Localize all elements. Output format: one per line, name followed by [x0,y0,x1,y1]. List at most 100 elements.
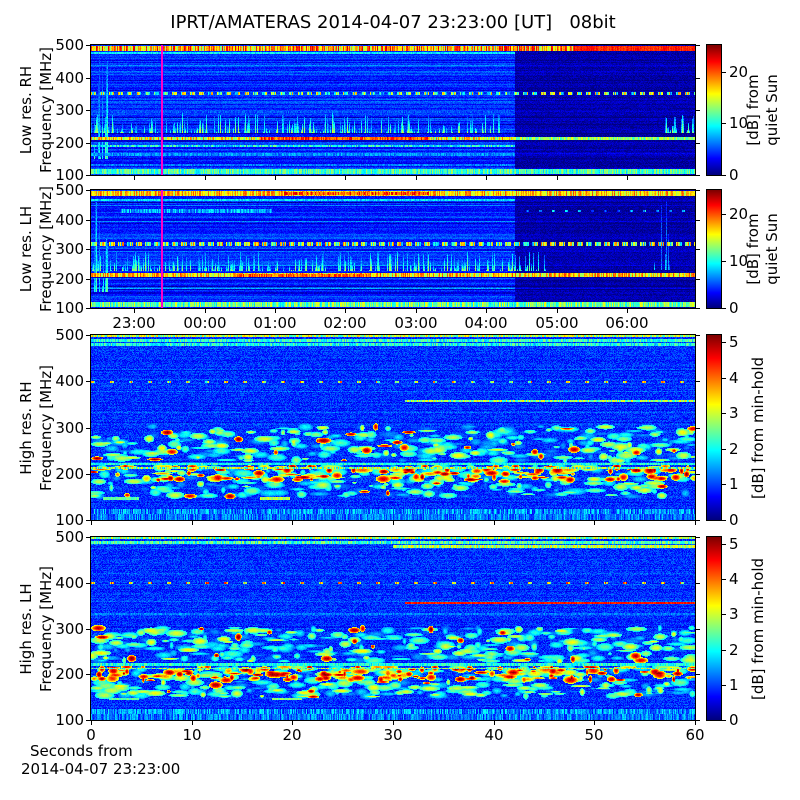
colorbar-label: [dB] from min-hold [749,557,767,700]
x-tick-label: 20 [282,726,302,744]
y-tick-mark-right [696,308,700,309]
x-tick-mark [557,309,558,313]
x-tick-label: 00:00 [183,314,227,332]
y-tick-label: 100 [55,511,84,529]
y-axis-label-line1: High res. LH [17,582,35,675]
y-tick-mark-right [696,175,700,176]
y-axis-label-line2: Frequency [MHz] [37,364,55,491]
colorbar-tick-label: 5 [729,333,739,351]
y-tick-mark-right [696,720,700,721]
y-tick-label: 200 [55,465,84,483]
y-tick-mark-left [86,308,90,309]
y-tick-mark-right [696,110,700,111]
colorbar-tick-mark [722,544,726,545]
y-tick-mark-right [696,143,700,144]
x-tick-label: 40 [484,726,504,744]
colorbar-tick-label: 20 [729,63,749,81]
y-tick-label: 300 [55,419,84,437]
y-tick-mark-left [86,720,90,721]
colorbar-tick-label: 1 [729,475,739,493]
x-tick-label: 30 [383,726,403,744]
spectrogram-lowres-lh [90,189,696,309]
y-tick-label: 200 [55,134,84,152]
y-tick-label: 400 [55,372,84,390]
x-tick-label: 10 [182,726,202,744]
x-tick-label: 01:00 [253,314,297,332]
colorbar-tick-label: 3 [729,404,739,422]
x-tick-mark [627,309,628,313]
y-tick-mark-left [86,249,90,250]
colorbar-tick-mark [722,378,726,379]
y-tick-mark-left [86,583,90,584]
y-tick-mark-left [86,143,90,144]
y-tick-label: 400 [55,69,84,87]
x-tick-mark [393,721,394,725]
spectrogram-highres-rh [90,334,696,521]
colorbar-tick-label: 3 [729,605,739,623]
x-tick-mark [594,521,595,525]
colorbar-tick-label: 2 [729,641,739,659]
y-tick-mark-left [86,381,90,382]
x-tick-label: 04:00 [464,314,508,332]
colorbar-label: [dB] from min-hold [749,356,767,499]
colorbar-label-line1: [dB] from [744,74,762,146]
colorbar-tick-mark [722,214,726,215]
colorbar-tick-label: 4 [729,570,739,588]
y-tick-label: 500 [55,36,84,54]
x-tick-label: 23:00 [112,314,156,332]
colorbar-tick-label: 0 [729,711,739,729]
colorbar-tick-label: 4 [729,369,739,387]
colorbar-tick-mark [722,175,726,176]
colorbar-tick-mark [722,72,726,73]
y-axis-label-line1: Low res. RH [17,65,35,155]
colorbar-label-line2: quiet Sun [763,213,781,285]
x-tick-label: 03:00 [394,314,438,332]
colorbar-tick-mark [722,342,726,343]
colorbar-tick-label: 1 [729,676,739,694]
colorbar-highres-rh [706,334,722,521]
y-tick-mark-right [696,220,700,221]
xaxis-caption-line1: Seconds from [30,742,133,760]
y-tick-label: 300 [55,101,84,119]
colorbar-tick-label: 0 [729,166,739,184]
y-axis-label-line2: Frequency [MHz] [37,46,55,174]
x-tick-mark [345,176,346,180]
y-tick-label: 400 [55,574,84,592]
y-tick-label: 300 [55,620,84,638]
colorbar-highres-lh [706,536,722,721]
x-tick-mark [275,309,276,313]
x-tick-mark [486,176,487,180]
y-tick-mark-left [86,520,90,521]
y-tick-mark-left [86,175,90,176]
y-tick-mark-left [86,78,90,79]
x-tick-mark [192,521,193,525]
y-tick-mark-left [86,220,90,221]
colorbar-tick-mark [722,261,726,262]
y-tick-label: 300 [55,240,84,258]
x-tick-mark [695,521,696,525]
colorbar-tick-label: 10 [729,252,749,270]
y-tick-mark-left [86,110,90,111]
x-tick-mark [393,521,394,525]
y-tick-mark-left [86,674,90,675]
y-tick-mark-left [86,45,90,46]
x-tick-mark [134,176,135,180]
y-tick-label: 400 [55,211,84,229]
x-tick-label: 0 [86,726,96,744]
y-axis-label-line2: Frequency [MHz] [37,565,55,692]
y-tick-mark-right [696,78,700,79]
y-tick-mark-right [696,279,700,280]
y-tick-mark-left [86,537,90,538]
colorbar-tick-mark [722,449,726,450]
x-tick-mark [695,721,696,725]
x-tick-mark [416,309,417,313]
y-tick-mark-right [696,335,700,336]
x-tick-mark [205,176,206,180]
x-tick-mark [275,176,276,180]
y-tick-mark-left [86,428,90,429]
y-tick-label: 500 [55,181,84,199]
colorbar-tick-label: 2 [729,440,739,458]
x-tick-mark [292,721,293,725]
colorbar-tick-mark [722,520,726,521]
